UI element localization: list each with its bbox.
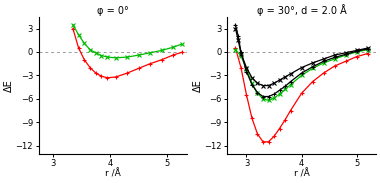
Y-axis label: ΔE: ΔE xyxy=(4,79,14,92)
Title: φ = 30°, d = 2.0 Å: φ = 30°, d = 2.0 Å xyxy=(256,4,347,16)
Y-axis label: ΔE: ΔE xyxy=(193,79,203,92)
Title: φ = 0°: φ = 0° xyxy=(97,6,129,16)
X-axis label: r /Å: r /Å xyxy=(105,169,121,179)
X-axis label: r /Å: r /Å xyxy=(294,169,309,179)
